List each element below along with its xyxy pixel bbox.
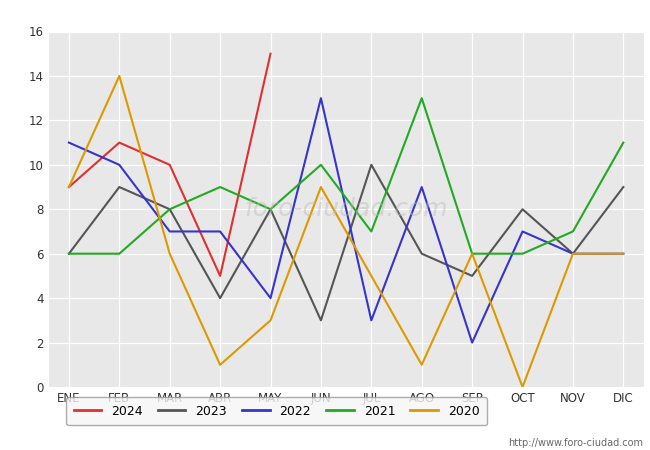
Text: http://www.foro-ciudad.com: http://www.foro-ciudad.com [508,438,644,448]
Text: foro-ciudad.com: foro-ciudad.com [244,197,448,221]
Text: Matriculaciones de Vehiculos en Briviesca: Matriculaciones de Vehiculos en Briviesc… [157,9,493,24]
Legend: 2024, 2023, 2022, 2021, 2020: 2024, 2023, 2022, 2021, 2020 [66,397,487,425]
